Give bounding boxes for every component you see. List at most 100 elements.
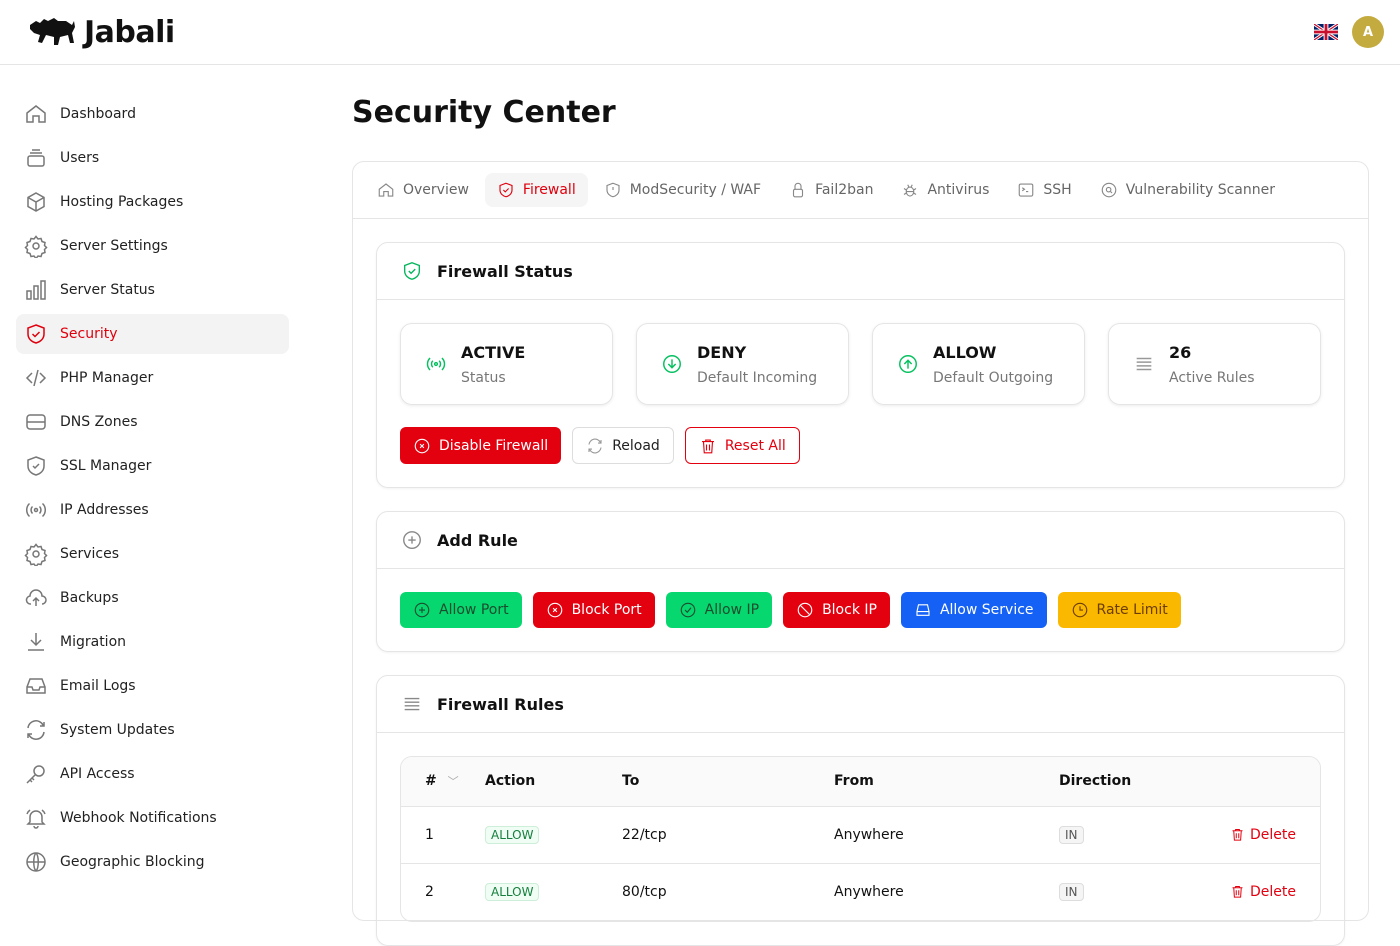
logo[interactable]: Jabali bbox=[28, 15, 175, 50]
chevron-down-icon: ﹀ bbox=[447, 775, 459, 789]
add-rule-card: Add Rule Allow Port Block Port Allow IP Blo… bbox=[376, 511, 1345, 652]
tab-antivirus[interactable]: Antivirus bbox=[889, 173, 1001, 207]
button-label: Reload bbox=[612, 437, 660, 454]
firewall-rules-card: Firewall Rules # ﹀ Action To From Direct… bbox=[376, 675, 1345, 946]
sidebar-item-ip-addresses[interactable]: IP Addresses bbox=[16, 490, 289, 530]
tab-modsecurity-waf[interactable]: ModSecurity / WAF bbox=[592, 173, 773, 207]
stat-card: ALLOW Default Outgoing bbox=[872, 323, 1085, 405]
main-content: Security Center Overview Firewall ModSecur… bbox=[352, 65, 1369, 946]
reset-all-button[interactable]: Reset All bbox=[684, 427, 800, 464]
tab-label: Vulnerability Scanner bbox=[1125, 182, 1275, 198]
terminal-icon bbox=[1019, 183, 1034, 197]
top-bar: Jabali A bbox=[0, 0, 1400, 65]
sidebar-item-webhook-notifications[interactable]: Webhook Notifications bbox=[16, 798, 289, 838]
column-header-from[interactable]: From bbox=[834, 757, 1059, 807]
shield-check-icon bbox=[499, 182, 513, 198]
stat-card: 26 Active Rules bbox=[1108, 323, 1321, 405]
rule-to: 22/tcp bbox=[622, 806, 834, 864]
sidebar-item-label: PHP Manager bbox=[60, 370, 154, 386]
sidebar-item-services[interactable]: Services bbox=[16, 534, 289, 574]
avatar[interactable]: A bbox=[1352, 16, 1384, 48]
header-label: # bbox=[425, 773, 437, 790]
block-port-button[interactable]: Block Port bbox=[532, 592, 655, 628]
tab-label: Antivirus bbox=[927, 182, 990, 198]
action-badge: ALLOW bbox=[485, 825, 540, 844]
list-icon bbox=[1136, 357, 1152, 371]
sidebar-item-dashboard[interactable]: Dashboard bbox=[16, 94, 289, 134]
plus-circle-icon bbox=[414, 602, 430, 618]
sidebar-item-ssl-manager[interactable]: SSL Manager bbox=[16, 446, 289, 486]
stat-label: Active Rules bbox=[1169, 369, 1255, 386]
tab-label: ModSecurity / WAF bbox=[629, 182, 762, 198]
sidebar-item-label: Migration bbox=[60, 634, 127, 650]
column-header-to[interactable]: To bbox=[622, 757, 834, 807]
action-badge: ALLOW bbox=[485, 882, 540, 901]
page-title: Security Center bbox=[352, 95, 616, 130]
sidebar-item-system-updates[interactable]: System Updates bbox=[16, 710, 289, 750]
disable-firewall-button[interactable]: Disable Firewall bbox=[400, 427, 562, 464]
tab-overview[interactable]: Overview bbox=[377, 173, 481, 207]
download-icon bbox=[28, 633, 44, 651]
server-icon bbox=[916, 604, 930, 616]
button-label: Block IP bbox=[822, 602, 877, 618]
sidebar-item-migration[interactable]: Migration bbox=[16, 622, 289, 662]
card-title: Firewall Status bbox=[437, 261, 573, 281]
allow-ip-button[interactable]: Allow IP bbox=[665, 592, 773, 628]
sidebar-item-backups[interactable]: Backups bbox=[16, 578, 289, 618]
button-label: Allow Port bbox=[439, 602, 509, 618]
uk-flag-icon[interactable] bbox=[1314, 24, 1338, 40]
inbox-icon bbox=[26, 678, 46, 694]
bug-icon bbox=[904, 184, 917, 197]
block-ip-button[interactable]: Block IP bbox=[783, 592, 890, 628]
refresh-icon bbox=[27, 720, 45, 740]
sidebar-item-label: Users bbox=[60, 150, 100, 166]
tab-fail2ban[interactable]: Fail2ban bbox=[777, 173, 885, 207]
rate-limit-button[interactable]: Rate Limit bbox=[1057, 592, 1181, 628]
button-label: Rate Limit bbox=[1096, 602, 1168, 618]
delete-button[interactable]: Delete bbox=[1175, 827, 1320, 843]
sidebar-item-geographic-blocking[interactable]: Geographic Blocking bbox=[16, 842, 289, 882]
sidebar-item-security[interactable]: Security bbox=[16, 314, 289, 354]
sidebar-item-label: System Updates bbox=[60, 722, 175, 738]
sidebar-item-users[interactable]: Users bbox=[16, 138, 289, 178]
stat-value: ACTIVE bbox=[461, 342, 526, 362]
reload-button[interactable]: Reload bbox=[572, 427, 674, 464]
code-icon bbox=[25, 369, 47, 387]
card-title: Add Rule bbox=[437, 530, 518, 550]
app-name: Jabali bbox=[84, 14, 175, 50]
column-header-number[interactable]: # ﹀ bbox=[401, 757, 485, 807]
trash-icon bbox=[1232, 886, 1243, 898]
column-header-direction[interactable]: Direction bbox=[1059, 757, 1176, 807]
key-icon bbox=[26, 765, 45, 784]
allow-port-button[interactable]: Allow Port bbox=[400, 592, 522, 628]
sidebar-item-api-access[interactable]: API Access bbox=[16, 754, 289, 794]
sidebar-item-php-manager[interactable]: PHP Manager bbox=[16, 358, 289, 398]
sidebar-item-label: Server Settings bbox=[60, 238, 168, 254]
tab-ssh[interactable]: SSH bbox=[1005, 173, 1083, 207]
allow-service-button[interactable]: Allow Service bbox=[900, 592, 1047, 628]
home-icon bbox=[378, 183, 394, 197]
delete-button[interactable]: Delete bbox=[1175, 884, 1320, 900]
sidebar-item-label: Security bbox=[60, 326, 118, 342]
sidebar-item-label: IP Addresses bbox=[60, 502, 149, 518]
sidebar-item-server-status[interactable]: Server Status bbox=[16, 270, 289, 310]
sidebar-item-label: Services bbox=[60, 546, 120, 562]
button-label: Delete bbox=[1250, 826, 1296, 843]
sidebar-item-label: Webhook Notifications bbox=[60, 810, 217, 826]
signal-icon bbox=[426, 357, 446, 371]
column-header-action[interactable]: Action bbox=[485, 757, 622, 807]
sidebar-item-server-settings[interactable]: Server Settings bbox=[16, 226, 289, 266]
sidebar-item-hosting-packages[interactable]: Hosting Packages bbox=[16, 182, 289, 222]
rule-to: 80/tcp bbox=[622, 863, 834, 921]
tab-vulnerability-scanner[interactable]: Vulnerability Scanner bbox=[1088, 173, 1287, 207]
rule-from: Anywhere bbox=[834, 806, 1059, 864]
sidebar-item-email-logs[interactable]: Email Logs bbox=[16, 666, 289, 706]
sidebar-item-label: Backups bbox=[60, 590, 119, 606]
sidebar-item-dns-zones[interactable]: DNS Zones bbox=[16, 402, 289, 442]
plus-circle-icon bbox=[403, 531, 421, 549]
check-circle-icon bbox=[680, 602, 695, 618]
tab-firewall[interactable]: Firewall bbox=[484, 173, 588, 207]
button-label: Disable Firewall bbox=[439, 437, 549, 454]
table-row: 1 ALLOW 22/tcp Anywhere IN Delete bbox=[401, 806, 1320, 864]
stat-card: DENY Default Incoming bbox=[636, 323, 849, 405]
